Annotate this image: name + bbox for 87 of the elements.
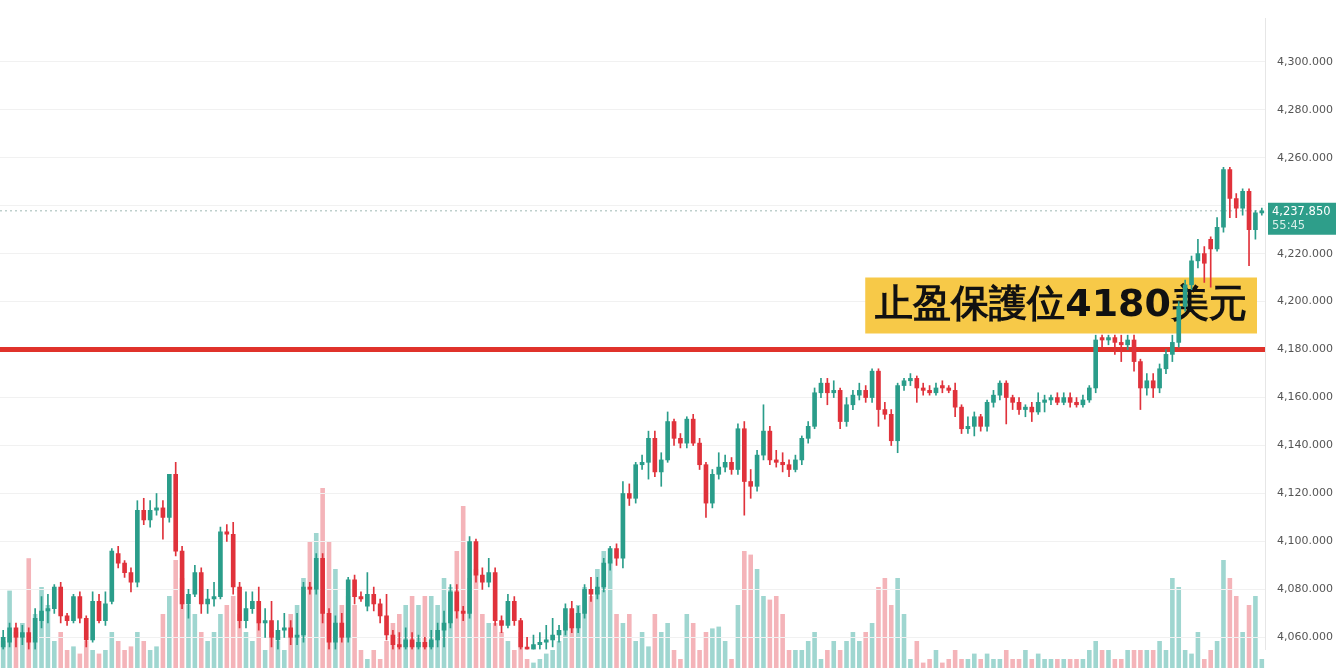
bar xyxy=(1240,632,1245,668)
bar xyxy=(1233,596,1239,668)
bar xyxy=(205,641,210,668)
bar xyxy=(52,641,57,668)
bar xyxy=(141,641,147,668)
bar xyxy=(103,650,108,668)
candlestick xyxy=(1118,334,1124,362)
bar xyxy=(1125,650,1130,668)
y-tick-label: 4,080.000 xyxy=(1277,582,1333,596)
bar xyxy=(646,646,651,668)
y-tick-label: 4,300.000 xyxy=(1277,54,1333,68)
bar xyxy=(633,641,638,668)
bar xyxy=(90,650,95,668)
bar xyxy=(972,653,977,668)
bar xyxy=(416,605,421,668)
bar xyxy=(1189,653,1194,668)
bar xyxy=(927,659,932,668)
bar xyxy=(1042,659,1047,668)
candlestick xyxy=(281,613,287,638)
bar xyxy=(857,641,862,668)
candlestick xyxy=(224,524,230,542)
bar xyxy=(614,614,619,668)
bar xyxy=(58,632,63,668)
bar xyxy=(173,560,178,668)
bar xyxy=(122,650,127,668)
bar xyxy=(761,596,766,668)
bar xyxy=(1055,659,1060,668)
bar xyxy=(978,659,983,668)
bar xyxy=(729,659,734,668)
bar xyxy=(167,596,172,668)
bar xyxy=(1221,560,1226,668)
y-tick-label: 4,120.000 xyxy=(1277,486,1333,500)
bar xyxy=(71,646,76,668)
bar xyxy=(1138,650,1143,668)
bar xyxy=(812,632,817,668)
bar xyxy=(678,659,683,668)
y-tick-label: 4,200.000 xyxy=(1277,294,1333,308)
candlestick xyxy=(831,380,837,398)
bar xyxy=(371,650,377,668)
bar xyxy=(863,632,868,668)
y-tick-label: 4,280.000 xyxy=(1277,102,1333,116)
bar xyxy=(1061,659,1067,668)
y-tick-label: 4,160.000 xyxy=(1277,390,1333,404)
bar xyxy=(1253,596,1258,668)
y-tick-label: 4,140.000 xyxy=(1277,438,1333,452)
bar xyxy=(888,605,894,668)
bar xyxy=(895,578,900,668)
bar xyxy=(250,641,255,668)
bar xyxy=(397,614,402,668)
bar xyxy=(282,650,287,668)
bar xyxy=(627,614,632,668)
bar xyxy=(908,659,913,668)
bar xyxy=(499,632,504,668)
candlestick xyxy=(1029,402,1035,422)
bar xyxy=(135,632,140,668)
bar xyxy=(198,632,204,668)
y-tick-label: 4,260.000 xyxy=(1277,150,1333,164)
candlestick xyxy=(460,605,466,621)
bar xyxy=(1157,641,1162,668)
bar xyxy=(154,646,159,668)
bar xyxy=(1106,650,1111,668)
bar xyxy=(793,650,798,668)
bar xyxy=(39,587,44,668)
bar xyxy=(876,587,881,668)
bar xyxy=(531,662,536,668)
bar xyxy=(697,650,702,668)
bar xyxy=(365,659,370,668)
y-tick-label: 4,220.000 xyxy=(1277,246,1333,260)
bar xyxy=(486,623,492,668)
bar xyxy=(480,614,485,668)
bar xyxy=(959,659,964,668)
bar xyxy=(218,614,223,668)
y-tick-label: 4,100.000 xyxy=(1277,534,1333,548)
bar xyxy=(991,659,996,668)
bar xyxy=(1023,650,1028,668)
bar xyxy=(844,641,849,668)
bar xyxy=(831,641,837,668)
bar xyxy=(26,558,32,668)
bar xyxy=(1118,659,1124,668)
y-tick-label: 4,180.000 xyxy=(1277,342,1333,356)
bar xyxy=(20,623,25,668)
bar xyxy=(1074,659,1079,668)
bar xyxy=(825,650,830,668)
text: 55:45 xyxy=(1272,217,1306,232)
bar xyxy=(384,641,389,668)
y-tick-label: 4,060.000 xyxy=(1277,630,1333,644)
ref-line-label: 4,237.850 xyxy=(1272,203,1331,218)
